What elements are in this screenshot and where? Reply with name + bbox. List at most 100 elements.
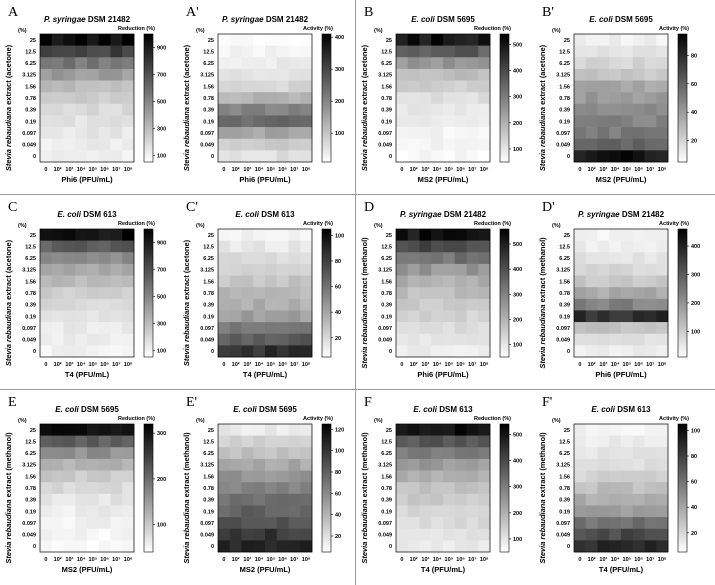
- x-tick-label: 10³: [421, 361, 429, 368]
- heatmap-cell: [87, 528, 100, 541]
- heatmap-cell: [253, 333, 266, 346]
- heatmap-cell: [466, 310, 479, 323]
- colorbar-label: Activity (%): [659, 221, 689, 227]
- heatmap-cell: [431, 103, 444, 116]
- heatmap-cell: [621, 150, 634, 163]
- heatmap-cell: [110, 517, 123, 530]
- heatmap-cell: [478, 310, 491, 323]
- heatmap-cell: [51, 540, 64, 553]
- heatmap-cell: [431, 80, 444, 93]
- heatmap-cell: [229, 150, 242, 163]
- chart-title-strain: DSM 613: [437, 405, 473, 414]
- heatmap-cell: [51, 92, 64, 105]
- heatmap-cell: [218, 92, 231, 105]
- y-tick-label: 0.049: [200, 143, 214, 149]
- heatmap-cell: [419, 103, 432, 116]
- heatmap-cell: [288, 115, 301, 128]
- heatmap-cell: [265, 470, 278, 483]
- heatmap-cell: [265, 345, 278, 358]
- y-tick-label: 0.097: [556, 326, 570, 332]
- x-tick-label: 10⁴: [611, 557, 620, 563]
- heatmap-cell: [454, 333, 467, 346]
- colorbar-tick-label: 300: [157, 431, 166, 437]
- heatmap-cell: [478, 287, 491, 300]
- heatmap-cell: [276, 103, 289, 116]
- heatmap-cell: [597, 57, 610, 70]
- heatmap-cell: [75, 333, 88, 346]
- heatmap-cell: [621, 57, 634, 70]
- y-axis-label-extract: extract (methanol): [4, 432, 13, 500]
- heatmap-cell: [87, 435, 100, 448]
- x-tick-label: 10³: [421, 166, 429, 173]
- chart-svg: A P. syringae DSM 21482(%)2512.56.253.125…: [4, 5, 166, 184]
- heatmap-cell: [574, 45, 587, 58]
- heatmap-cell: [431, 517, 444, 530]
- heatmap-cell: [466, 482, 479, 495]
- y-axis-label-extract: extract (acetone): [182, 44, 191, 107]
- chart-title-organism: E. coli: [411, 15, 435, 24]
- heatmap-cell: [241, 447, 254, 460]
- y-axis-label: Stevia rebaudiana extract (methanol): [4, 432, 13, 564]
- chart-title: E. coli DSM 613: [57, 210, 117, 219]
- heatmap-cell: [253, 482, 266, 495]
- y-tick-label: 0.19: [559, 119, 570, 125]
- x-tick-label: 0: [400, 362, 403, 368]
- colorbar-tick-label: 40: [335, 513, 341, 519]
- heatmap-cell: [443, 263, 456, 276]
- heatmap-cell: [609, 127, 622, 140]
- x-tick-label: 10⁸: [302, 167, 311, 173]
- heatmap-cell: [466, 263, 479, 276]
- heatmap-cell: [241, 517, 254, 530]
- heatmap-cell: [87, 34, 100, 46]
- heatmap-cell: [466, 333, 479, 346]
- heatmap-cell: [478, 345, 491, 358]
- heatmap-cell: [75, 298, 88, 311]
- heatmap-cell: [229, 92, 242, 105]
- y-tick-label: 1.56: [559, 84, 570, 90]
- heatmap-cell: [597, 103, 610, 116]
- panel-letter: E': [186, 395, 197, 410]
- heatmap-cell: [288, 528, 301, 541]
- heatmap-cell: [276, 150, 289, 163]
- heatmap-cell: [98, 252, 111, 265]
- heatmap-cell: [597, 333, 610, 346]
- panel-letter: A': [186, 5, 199, 20]
- heatmap-cell: [110, 229, 123, 241]
- heatmap-cell: [241, 252, 254, 265]
- heatmap-cell: [656, 517, 669, 530]
- heatmap-cell: [585, 45, 598, 58]
- heatmap-cell: [122, 138, 135, 151]
- heatmap-cell: [621, 540, 634, 553]
- heatmap-cell: [63, 482, 76, 495]
- heatmap-cell: [110, 138, 123, 151]
- heatmap-cell: [87, 540, 100, 553]
- heatmap-cell: [265, 252, 278, 265]
- heatmap-cell: [300, 540, 313, 553]
- heatmap-cell: [63, 34, 76, 46]
- heatmap-cell: [656, 127, 669, 140]
- heatmap-cell: [609, 540, 622, 553]
- heatmap-cell: [63, 127, 76, 140]
- heatmap-cell: [443, 470, 456, 483]
- heatmap-cell: [407, 505, 420, 518]
- heatmap-cell: [454, 275, 467, 288]
- heatmap-cell: [443, 435, 456, 448]
- heatmap-cell: [644, 115, 657, 128]
- heatmap-cell: [98, 57, 111, 70]
- y-tick-label: 0: [389, 544, 392, 550]
- y-tick-label: 0.39: [25, 108, 36, 114]
- chart-title-organism: P. syringae: [400, 210, 442, 219]
- heatmap-cell: [265, 517, 278, 530]
- colorbar-tick-label: 300: [691, 273, 700, 279]
- heatmap-cell: [396, 115, 409, 128]
- heatmap-cell: [632, 138, 645, 151]
- colorbar-tick-label: 700: [157, 72, 166, 78]
- heatmap-cell: [609, 298, 622, 311]
- heatmap-cell: [87, 80, 100, 93]
- heatmap-cell: [229, 287, 242, 300]
- y-tick-label: 0.19: [25, 509, 36, 515]
- y-tick-label: 0: [33, 154, 36, 160]
- heatmap-cell: [466, 68, 479, 81]
- y-tick-label: 25: [564, 233, 570, 239]
- heatmap-cell: [621, 263, 634, 276]
